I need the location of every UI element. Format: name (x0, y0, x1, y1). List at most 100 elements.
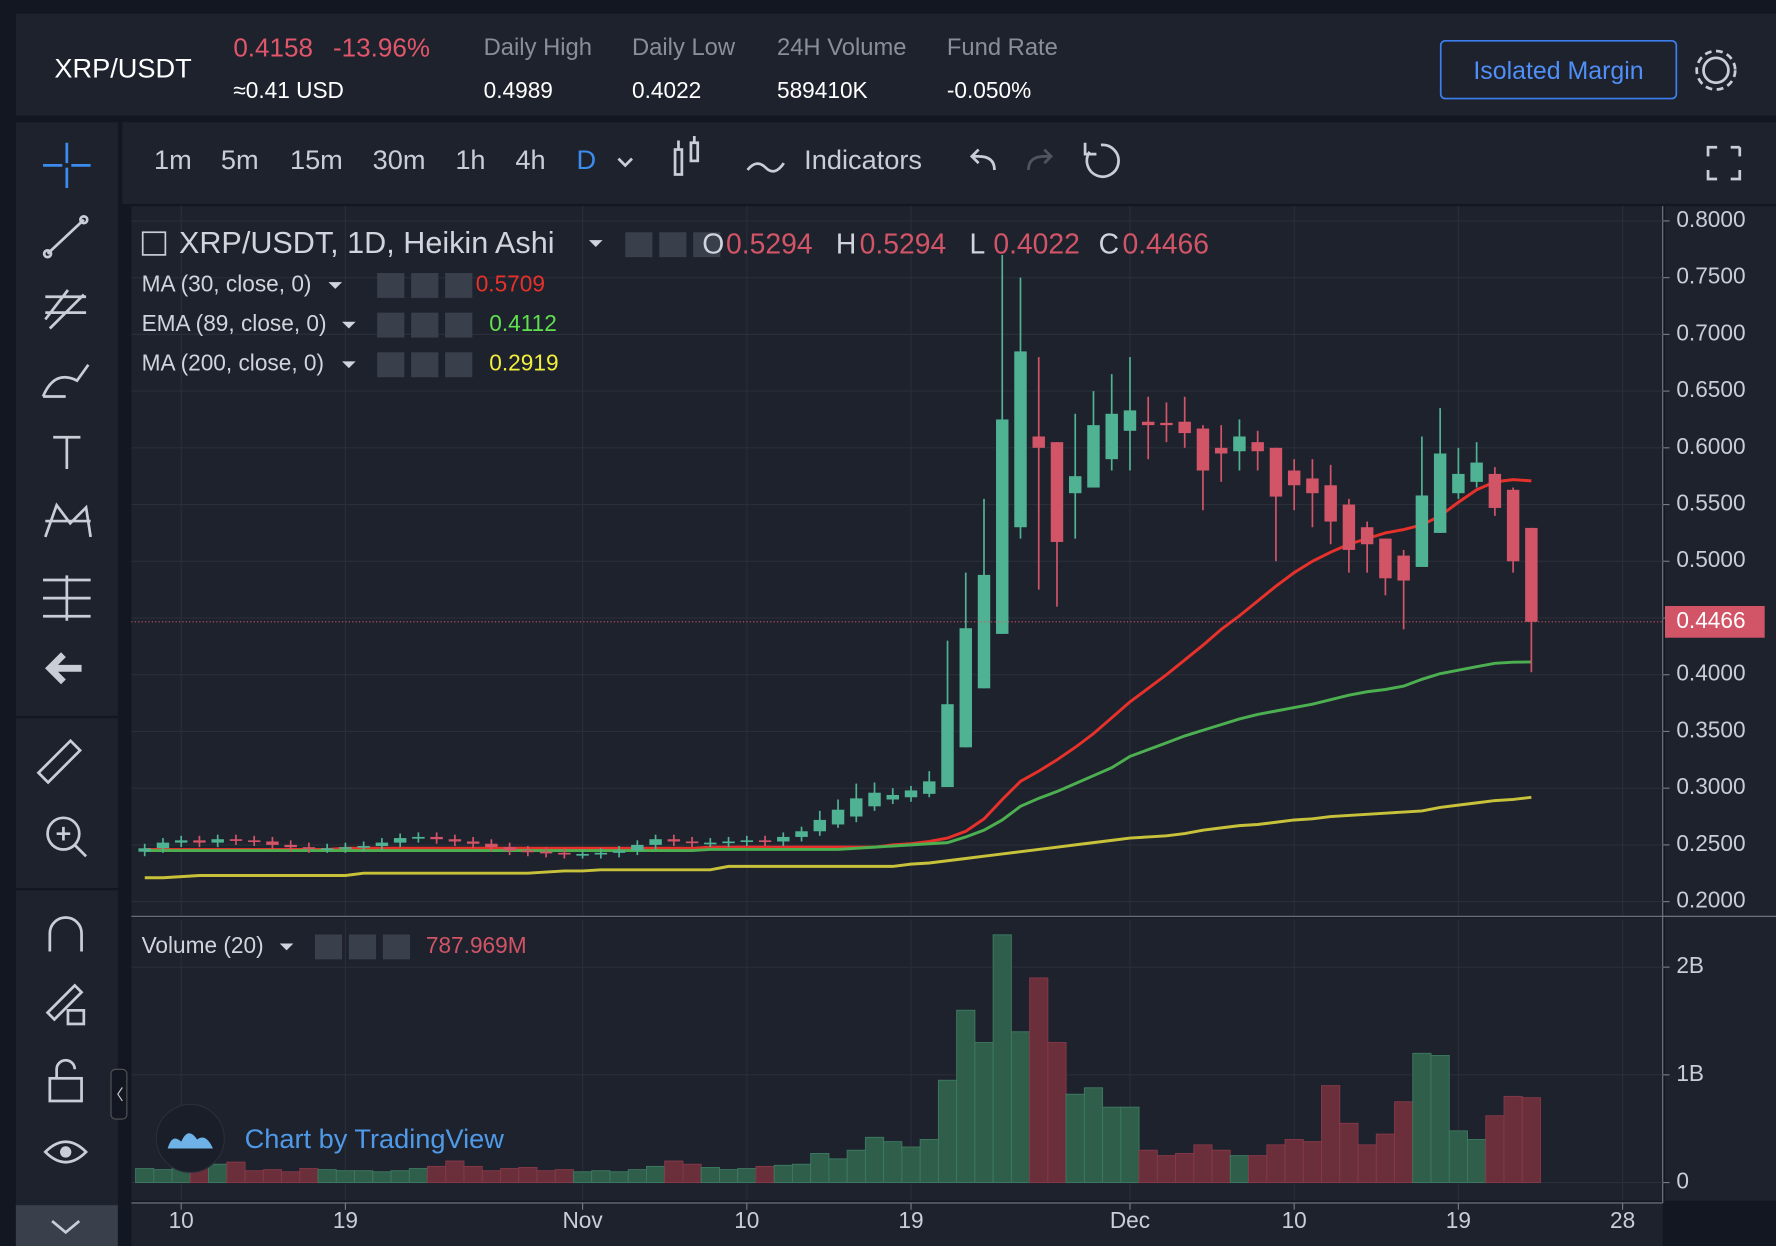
y-tick-label: 0.6000 (1676, 433, 1745, 459)
legend-button[interactable] (445, 352, 473, 378)
crosshair-tool[interactable] (43, 142, 91, 189)
back-tool[interactable] (45, 652, 82, 685)
volume-bar (791, 1163, 812, 1184)
candle-body (1105, 413, 1118, 460)
chart-title: XRP/USDT, 1D, Heikin Ashi (179, 226, 555, 260)
candle-body (941, 704, 954, 788)
interval-button[interactable]: 15m (290, 144, 343, 175)
candle-body (229, 839, 243, 841)
isolated-margin-button[interactable] (1439, 39, 1678, 100)
legend-button[interactable] (314, 934, 343, 960)
legend-button[interactable] (348, 934, 377, 960)
candle-body (339, 847, 352, 849)
interval-dropdown[interactable] (617, 157, 633, 168)
candle-body (1488, 473, 1502, 508)
candle-body (375, 842, 389, 847)
legend-button[interactable] (445, 312, 473, 338)
fib-tool[interactable] (44, 289, 87, 330)
indicators-button[interactable]: Indicators (804, 144, 922, 175)
legend-button[interactable] (411, 273, 439, 298)
volume-bar (135, 1168, 155, 1184)
ohlc-key: L (970, 227, 986, 259)
collapse-legend[interactable] (141, 231, 167, 256)
settings-icon[interactable] (1695, 49, 1737, 91)
top-toolbar (122, 122, 1776, 204)
interval-button[interactable]: 1h (455, 144, 485, 175)
candle-body (1269, 447, 1283, 497)
fullscreen-icon[interactable] (1706, 145, 1742, 181)
legend-button[interactable] (377, 352, 405, 378)
volume-bar (208, 1163, 228, 1184)
x-tick-label: 19 (1446, 1207, 1471, 1233)
zoom-tool[interactable] (46, 816, 88, 858)
volume-name: Volume (20) (142, 932, 264, 958)
chart-type-icon[interactable] (673, 135, 700, 176)
volume-bar (591, 1170, 611, 1184)
volume-bar (518, 1167, 538, 1184)
reset-icon[interactable] (1083, 142, 1120, 178)
interval-button[interactable]: 5m (221, 144, 259, 175)
legend-button[interactable] (659, 232, 687, 258)
undo-icon[interactable] (969, 148, 996, 171)
lock-draw-tool[interactable] (45, 983, 86, 1026)
hide-toolbar-tab[interactable] (110, 1068, 128, 1120)
volume-bar (718, 1169, 739, 1184)
volume-bar (281, 1171, 301, 1184)
volume-bar (1010, 1031, 1031, 1184)
interval-button[interactable]: 30m (373, 144, 426, 175)
pattern-tool[interactable] (44, 502, 92, 538)
brush-tool[interactable] (41, 363, 90, 398)
lock-tool[interactable] (48, 1058, 83, 1103)
volume-dropdown[interactable] (279, 943, 294, 951)
volume-tick-label: 1B (1676, 1060, 1704, 1086)
line-tool[interactable] (42, 215, 89, 259)
y-tick-label: 0.2500 (1676, 830, 1745, 856)
eye-tool[interactable] (43, 1140, 89, 1164)
volume-bar (1266, 1144, 1286, 1184)
volume-bar (390, 1170, 410, 1184)
legend-button[interactable] (625, 232, 653, 258)
collapse-toolbar[interactable] (15, 1205, 118, 1246)
volume-bar (1302, 1141, 1322, 1184)
interval-button[interactable]: D (577, 144, 597, 175)
interval-button[interactable]: 4h (515, 144, 545, 175)
price-axis (1665, 206, 1776, 1201)
indicator-dropdown[interactable] (342, 361, 356, 369)
indicator-name: MA (30, close, 0) (142, 270, 312, 296)
indicators-icon[interactable] (746, 162, 785, 173)
candle-body (1233, 436, 1246, 452)
candle-body (1379, 538, 1392, 579)
ohlc-value: 0.4466 (1122, 227, 1209, 259)
toolbar-divider (15, 715, 118, 719)
candle-body (174, 840, 188, 843)
legend-button[interactable] (411, 352, 439, 378)
volume-bar (463, 1165, 483, 1184)
legend-button[interactable] (382, 934, 411, 960)
prediction-tool[interactable] (43, 575, 91, 621)
x-tick-label: Nov (562, 1207, 603, 1233)
legend-button[interactable] (693, 232, 721, 258)
title-dropdown[interactable] (588, 240, 603, 247)
candle-body (667, 839, 681, 842)
ruler-tool[interactable] (36, 738, 83, 785)
legend-button[interactable] (377, 312, 405, 338)
volume-bar (737, 1168, 757, 1184)
legend-button[interactable] (445, 273, 473, 298)
magnet-tool[interactable] (48, 916, 83, 952)
text-tool[interactable] (53, 435, 81, 469)
isolated-margin-label[interactable]: Isolated Margin (1473, 57, 1643, 85)
redo-icon[interactable] (1027, 148, 1054, 171)
indicator-dropdown[interactable] (342, 321, 356, 329)
legend-button[interactable] (377, 273, 405, 298)
candle-body (740, 840, 754, 843)
volume-bar (810, 1153, 830, 1184)
indicator-dropdown[interactable] (328, 282, 343, 289)
candle-body (393, 838, 407, 843)
last-price-tag (1665, 605, 1765, 638)
interval-button[interactable]: 1m (154, 144, 192, 175)
legend-button[interactable] (411, 312, 439, 338)
candle-body (448, 839, 462, 842)
candle-body (1251, 442, 1264, 452)
volume-bar (427, 1165, 447, 1184)
